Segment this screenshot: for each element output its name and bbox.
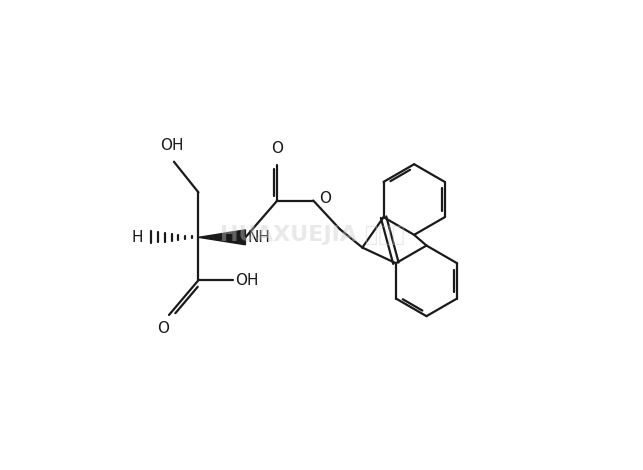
Text: H: H (132, 230, 143, 245)
Text: OH: OH (235, 273, 259, 288)
Text: O: O (271, 141, 284, 156)
Text: O: O (320, 191, 331, 206)
Text: NH: NH (248, 230, 271, 245)
Text: OH: OH (160, 138, 183, 153)
Text: HUAXUEJIA 化学加: HUAXUEJIA 化学加 (220, 225, 404, 245)
Text: O: O (158, 321, 169, 336)
Polygon shape (199, 230, 246, 245)
